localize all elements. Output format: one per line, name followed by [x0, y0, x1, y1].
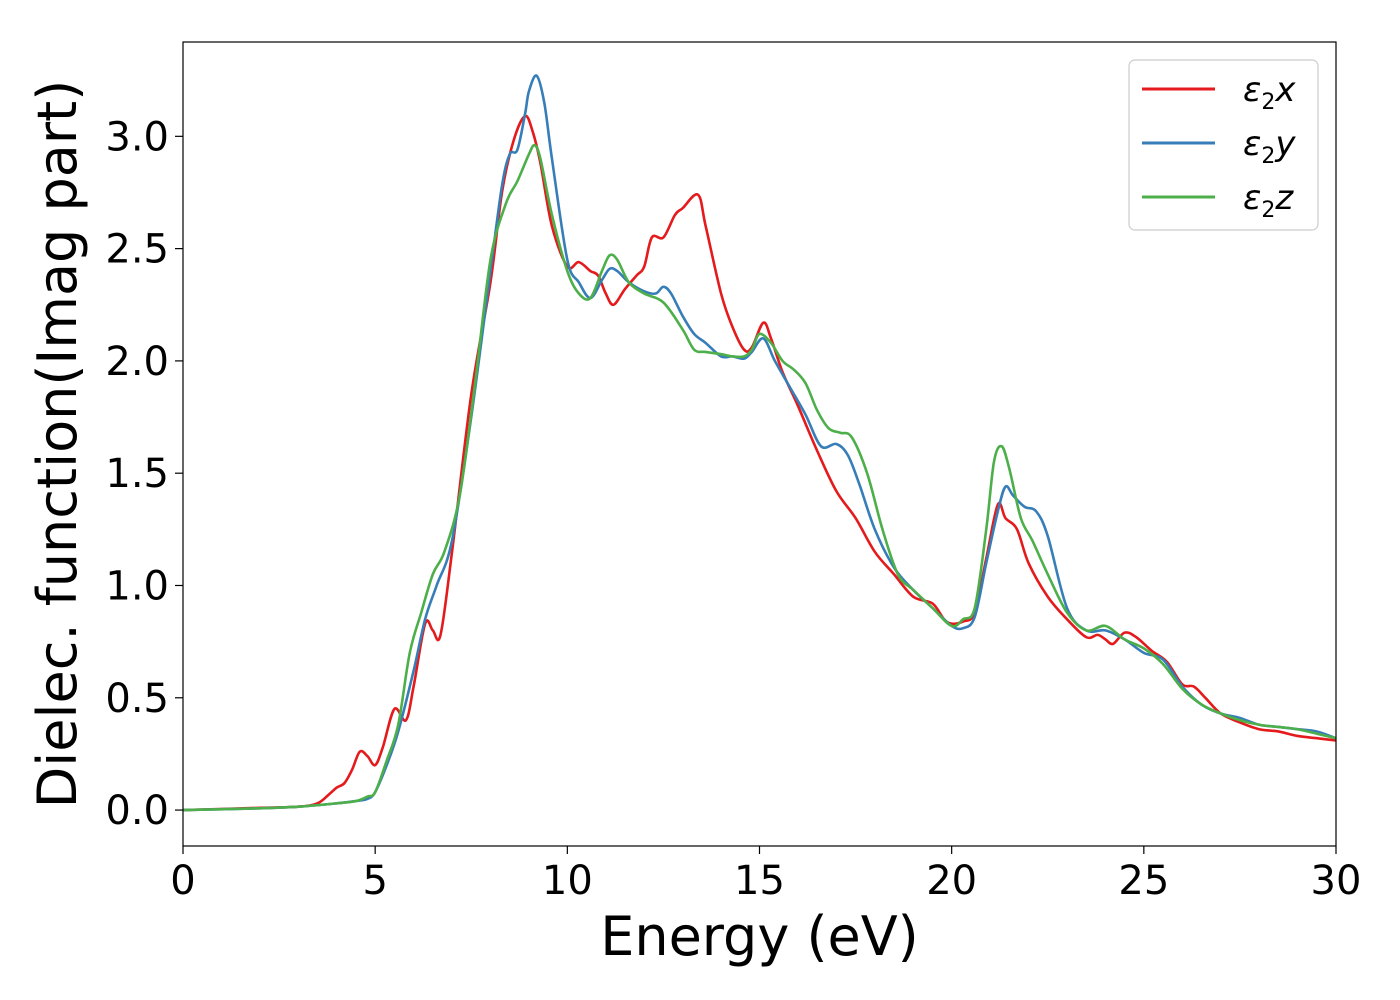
legend-subscript: 2: [1261, 90, 1275, 115]
y-axis: 0.0 0.5 1.0 1.5 2.0 2.5 3.0: [105, 114, 183, 834]
x-tick-label: 15: [734, 858, 785, 904]
legend-symbol: ε: [1243, 178, 1261, 218]
y-tick-label: 2.5: [105, 227, 169, 273]
x-axis-label: Energy (eV): [600, 905, 919, 968]
legend-symbol: ε: [1243, 70, 1261, 110]
y-tick-label: 0.0: [105, 788, 169, 834]
series-line-z: [183, 143, 1336, 812]
legend-subscript: 2: [1261, 198, 1275, 223]
legend-entry: ε2z: [1243, 178, 1294, 223]
x-tick-label: 10: [542, 858, 593, 904]
x-tick-label: 30: [1311, 858, 1362, 904]
legend-entry: ε2x: [1243, 70, 1296, 115]
x-tick-label: 20: [926, 858, 977, 904]
legend-component: z: [1274, 178, 1294, 218]
legend-box: [1128, 59, 1319, 231]
x-tick-label: 0: [170, 858, 195, 904]
y-tick-label: 1.0: [105, 563, 169, 609]
y-axis-label: Dielec. function(Imag part): [26, 80, 89, 809]
legend-component: y: [1274, 124, 1296, 164]
x-tick-label: 5: [362, 858, 387, 904]
series-line-x: [183, 114, 1336, 812]
y-tick-label: 0.5: [105, 676, 169, 722]
y-tick-label: 1.5: [105, 451, 169, 497]
legend-subscript: 2: [1261, 144, 1275, 169]
legend-entry: ε2y: [1243, 124, 1296, 169]
plot-area: [183, 74, 1336, 812]
legend-symbol: ε: [1243, 124, 1261, 164]
legend-component: x: [1274, 70, 1296, 110]
y-tick-label: 3.0: [105, 114, 169, 160]
x-tick-label: 25: [1118, 858, 1169, 904]
x-axis: 0 5 10 15 20 25 30: [170, 846, 1361, 904]
y-tick-label: 2.0: [105, 339, 169, 385]
